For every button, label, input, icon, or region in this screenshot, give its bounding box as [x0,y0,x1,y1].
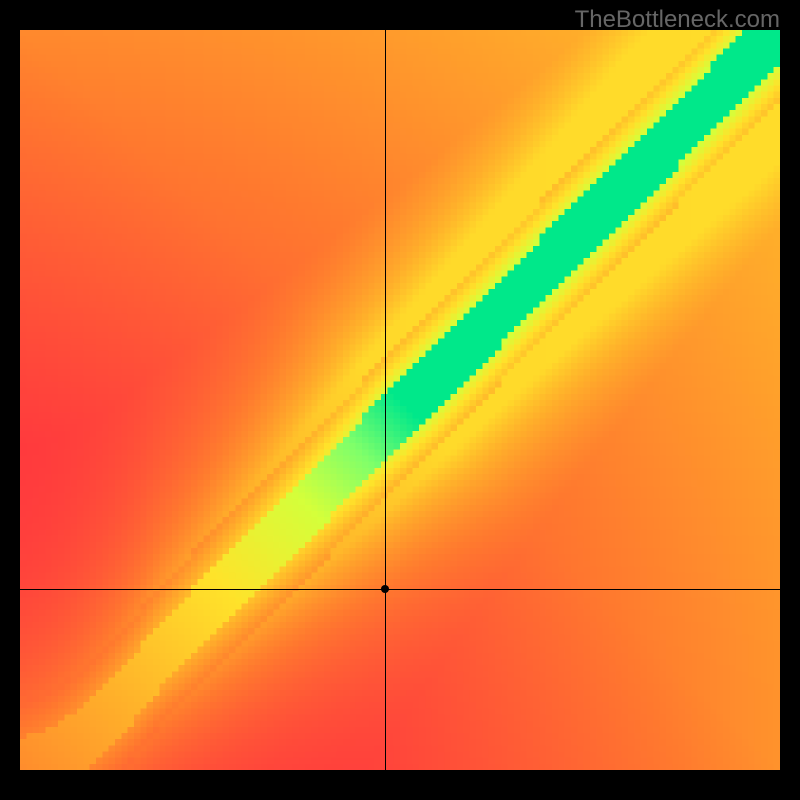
crosshair-marker [381,585,389,593]
heatmap-canvas [20,30,780,770]
chart-container: TheBottleneck.com [0,0,800,800]
crosshair-horizontal [20,589,780,590]
crosshair-vertical [385,30,386,770]
heatmap-plot [20,30,780,770]
watermark-text: TheBottleneck.com [575,6,780,34]
